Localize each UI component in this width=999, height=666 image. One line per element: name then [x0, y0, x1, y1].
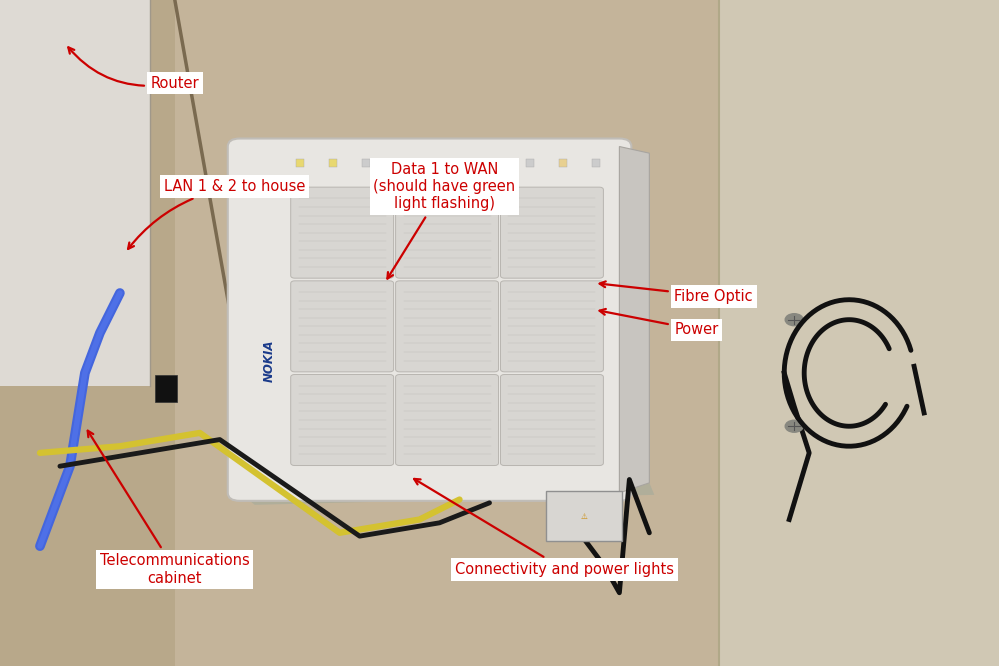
- Bar: [395, 159, 403, 166]
- Bar: [0, 0, 175, 666]
- Bar: [494, 159, 501, 166]
- FancyBboxPatch shape: [500, 374, 603, 466]
- Bar: [329, 159, 337, 166]
- Text: Power: Power: [599, 309, 718, 337]
- Bar: [592, 159, 600, 166]
- FancyBboxPatch shape: [0, 0, 150, 386]
- Text: LAN 1 & 2 to house: LAN 1 & 2 to house: [128, 179, 306, 249]
- Bar: [428, 159, 436, 166]
- Text: Connectivity and power lights: Connectivity and power lights: [415, 479, 674, 577]
- Bar: [719, 0, 999, 666]
- Text: ⚠: ⚠: [581, 511, 587, 521]
- Text: Fibre Optic: Fibre Optic: [599, 281, 753, 304]
- FancyBboxPatch shape: [396, 187, 499, 278]
- Text: Router: Router: [68, 47, 199, 91]
- Polygon shape: [619, 147, 649, 493]
- Circle shape: [785, 314, 803, 326]
- FancyBboxPatch shape: [291, 281, 394, 372]
- FancyBboxPatch shape: [546, 491, 622, 541]
- Text: NOKIA: NOKIA: [263, 340, 277, 382]
- FancyBboxPatch shape: [500, 187, 603, 278]
- Bar: [559, 159, 567, 166]
- FancyBboxPatch shape: [500, 281, 603, 372]
- Bar: [296, 159, 304, 166]
- FancyBboxPatch shape: [396, 374, 499, 466]
- FancyBboxPatch shape: [291, 374, 394, 466]
- FancyBboxPatch shape: [396, 281, 499, 372]
- Bar: [526, 159, 534, 166]
- FancyBboxPatch shape: [291, 187, 394, 278]
- Text: Data 1 to WAN
(should have green
light flashing): Data 1 to WAN (should have green light f…: [374, 162, 515, 278]
- Bar: [362, 159, 370, 166]
- Circle shape: [785, 420, 803, 432]
- Bar: [155, 375, 177, 402]
- FancyBboxPatch shape: [228, 139, 631, 501]
- Bar: [461, 159, 469, 166]
- Text: Telecommunications
cabinet: Telecommunications cabinet: [88, 431, 250, 585]
- Polygon shape: [240, 483, 654, 505]
